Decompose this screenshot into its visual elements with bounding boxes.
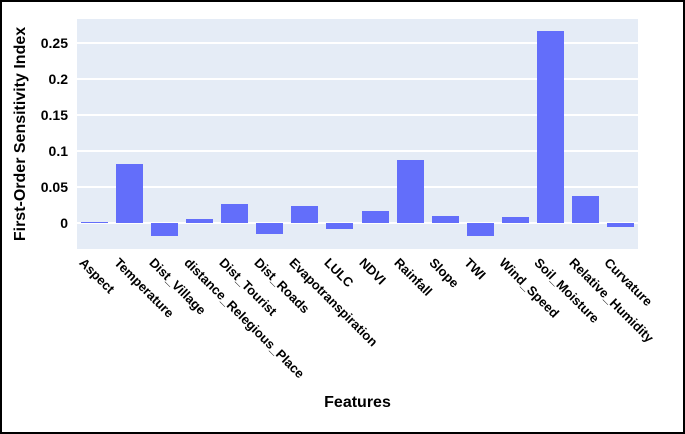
gridline-y-0.2 <box>77 78 638 80</box>
bar-LULC <box>326 223 354 230</box>
bar-Slope <box>431 215 459 223</box>
y-tick-label: 0.15 <box>40 107 68 123</box>
bar-Dist_Village <box>151 223 179 236</box>
gridline-y-0.05 <box>77 186 638 188</box>
gridline-y-0.1 <box>77 150 638 152</box>
bar-Temperature <box>116 163 144 223</box>
y-tick-label: 0.1 <box>48 143 68 159</box>
plot-area <box>77 19 638 249</box>
bar-Evapotranspiration <box>291 205 319 223</box>
y-tick-label: 0.05 <box>40 179 68 195</box>
bar-TWI <box>466 223 494 236</box>
x-axis-title: Features <box>324 394 391 411</box>
gridline-y-0 <box>77 222 638 224</box>
bar-Dist_Roads <box>256 223 284 234</box>
y-axis-title-text: First-Order Sensitivity Index <box>12 26 29 242</box>
bar-NDVI <box>361 210 389 223</box>
x-tick-label-NDVI: NDVI <box>356 255 389 288</box>
y-tick-label: 0 <box>60 215 68 231</box>
bar-Wind_Speed <box>501 217 529 223</box>
bar-Aspect <box>81 222 109 223</box>
bar-Relative_Humidity <box>571 196 599 223</box>
x-tick-label-Aspect: Aspect <box>75 255 118 297</box>
x-tick-label-TWI: TWI <box>461 255 490 283</box>
gridline-y-0.15 <box>77 114 638 116</box>
bar-Curvature <box>606 223 634 227</box>
bar-Rainfall <box>396 159 424 223</box>
bar-Dist_Tourist <box>221 204 249 223</box>
y-tick-label: 0.25 <box>40 35 68 51</box>
y-tick-label: 0.2 <box>48 71 68 87</box>
bar-Soil_Moisture <box>536 31 564 223</box>
gridline-y-0.25 <box>77 42 638 44</box>
bar-distance_Relegious_Place <box>186 218 214 223</box>
